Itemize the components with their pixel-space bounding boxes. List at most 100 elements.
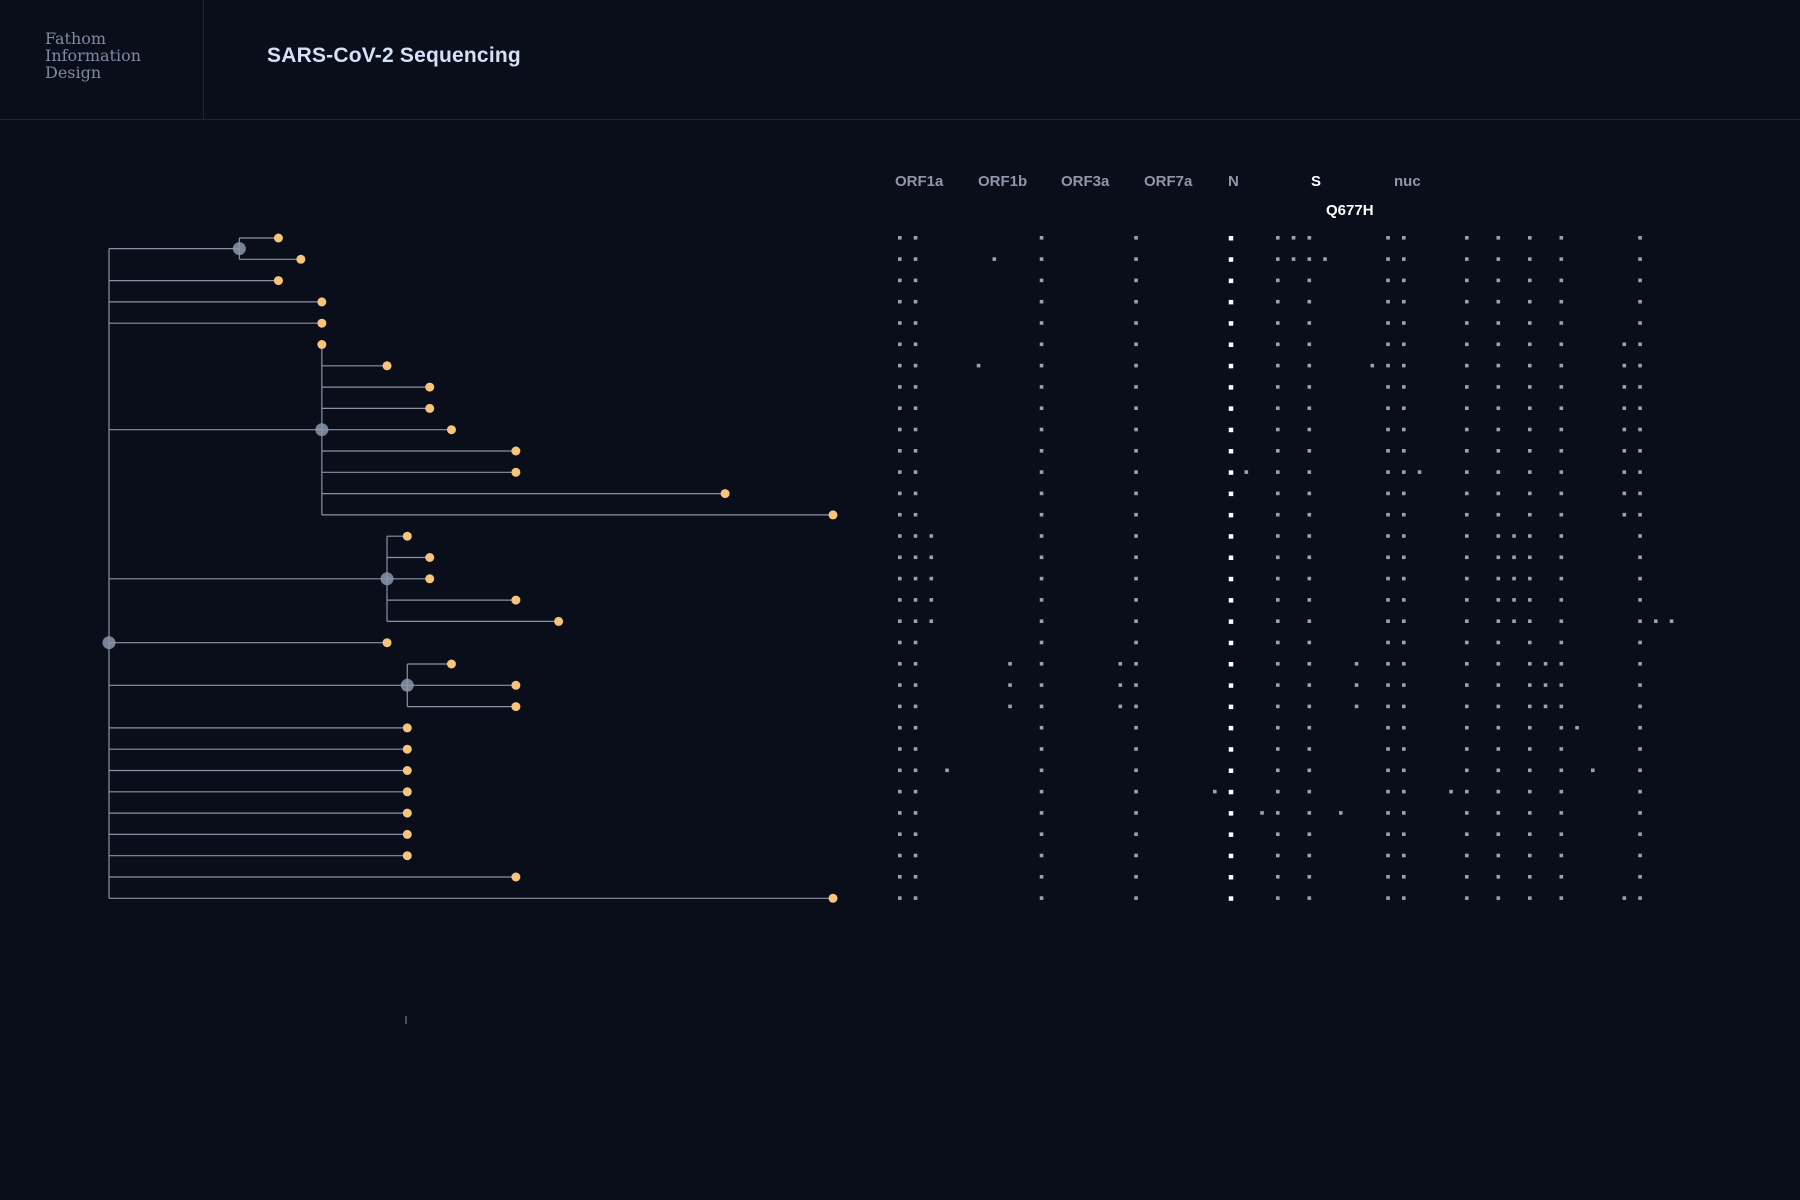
mutation-dot[interactable] — [929, 576, 934, 581]
mutation-dot[interactable] — [1496, 725, 1501, 730]
mutation-dot[interactable] — [1465, 406, 1469, 410]
mutation-dot[interactable] — [1039, 683, 1044, 687]
mutation-dot[interactable] — [1276, 236, 1280, 240]
mutation-dot[interactable] — [1512, 598, 1516, 602]
mutation-dot[interactable] — [913, 385, 918, 389]
mutation-dot[interactable] — [913, 321, 918, 325]
mutation-dot[interactable] — [1386, 725, 1390, 730]
mutation-dot[interactable] — [1528, 257, 1532, 261]
gene-label-nuc[interactable]: nuc — [1394, 173, 1421, 190]
mutation-dot[interactable] — [1307, 406, 1312, 410]
mutation-dot[interactable] — [898, 832, 902, 836]
mutation-dot[interactable] — [1496, 470, 1501, 474]
mutation-dot[interactable] — [1638, 385, 1642, 389]
mutation-dot[interactable] — [1276, 385, 1280, 389]
mutation-dot[interactable] — [898, 853, 902, 858]
mutation-dot[interactable] — [1386, 278, 1390, 283]
leaf-node[interactable] — [402, 829, 412, 839]
leaf-node[interactable] — [402, 808, 412, 818]
mutation-dot[interactable] — [1354, 704, 1359, 709]
mutation-dot[interactable] — [1528, 619, 1532, 623]
mutation-dot[interactable] — [898, 257, 902, 261]
mutation-dot[interactable] — [1276, 427, 1280, 432]
highlighted-mutation-dot[interactable] — [1228, 257, 1234, 262]
mutation-dot[interactable] — [1528, 704, 1532, 709]
mutation-dot[interactable] — [898, 811, 902, 815]
mutation-dot[interactable] — [1528, 853, 1532, 858]
mutation-dot[interactable] — [898, 768, 902, 773]
mutation-dot[interactable] — [1307, 321, 1312, 325]
mutation-dot[interactable] — [1307, 789, 1312, 794]
highlighted-mutation-dot[interactable] — [1228, 789, 1234, 795]
leaf-node[interactable] — [402, 787, 412, 797]
mutation-dot[interactable] — [1307, 811, 1312, 815]
highlighted-mutation-dot[interactable] — [1228, 512, 1234, 518]
mutation-dot[interactable] — [1496, 640, 1501, 645]
mutation-dot[interactable] — [1528, 299, 1532, 304]
gene-label-s[interactable]: S — [1311, 173, 1321, 190]
mutation-dot[interactable] — [1386, 576, 1390, 581]
mutation-dot[interactable] — [1465, 896, 1469, 900]
leaf-node[interactable] — [425, 574, 435, 584]
mutation-dot[interactable] — [1638, 321, 1642, 325]
mutation-dot[interactable] — [1118, 683, 1123, 687]
mutation-dot[interactable] — [913, 299, 918, 304]
mutation-dot[interactable] — [1118, 662, 1123, 666]
mutation-dot[interactable] — [1307, 491, 1312, 496]
mutation-dot[interactable] — [1134, 789, 1138, 794]
mutation-dot[interactable] — [1638, 470, 1642, 474]
mutation-dot[interactable] — [1402, 491, 1406, 496]
mutation-dot[interactable] — [1402, 725, 1406, 730]
mutation-dot[interactable] — [1276, 683, 1280, 687]
internal-node[interactable] — [315, 423, 329, 437]
mutation-dot[interactable] — [1496, 278, 1501, 283]
mutation-dot[interactable] — [1134, 768, 1138, 773]
leaf-node[interactable] — [511, 446, 521, 456]
mutation-dot[interactable] — [1276, 406, 1280, 410]
leaf-node[interactable] — [425, 403, 435, 413]
mutation-dot[interactable] — [898, 427, 902, 432]
mutation-dot[interactable] — [1559, 875, 1564, 879]
mutation-dot[interactable] — [1559, 512, 1564, 517]
mutation-dot[interactable] — [1276, 321, 1280, 325]
gene-label-orf1a[interactable]: ORF1a — [895, 173, 944, 190]
mutation-dot[interactable] — [1465, 811, 1469, 815]
mutation-dot[interactable] — [1496, 662, 1501, 666]
mutation-dot[interactable] — [1559, 257, 1564, 261]
mutation-dot[interactable] — [1276, 449, 1280, 453]
mutation-dot[interactable] — [1354, 683, 1359, 687]
mutation-dot[interactable] — [1559, 470, 1564, 474]
mutation-dot[interactable] — [913, 768, 918, 773]
mutation-dot[interactable] — [913, 491, 918, 496]
mutation-dot[interactable] — [1244, 470, 1249, 474]
mutation-dot[interactable] — [1402, 747, 1406, 751]
mutation-dot[interactable] — [1307, 662, 1312, 666]
mutation-dot[interactable] — [913, 683, 918, 687]
mutation-dot[interactable] — [1559, 640, 1564, 645]
mutation-dot[interactable] — [1118, 704, 1123, 709]
mutation-dot[interactable] — [1528, 875, 1532, 879]
mutation-dot[interactable] — [1402, 576, 1406, 581]
mutation-dot[interactable] — [1638, 768, 1642, 773]
mutation-dot[interactable] — [1134, 640, 1138, 645]
mutation-dot[interactable] — [1134, 512, 1138, 517]
mutation-dot[interactable] — [1386, 385, 1390, 389]
mutation-dot[interactable] — [898, 704, 902, 709]
mutation-dot[interactable] — [1307, 853, 1312, 858]
mutation-dot[interactable] — [1496, 321, 1501, 325]
mutation-dot[interactable] — [1276, 299, 1280, 304]
leaf-node[interactable] — [425, 553, 435, 562]
mutation-dot[interactable] — [1496, 811, 1501, 815]
mutation-dot[interactable] — [1465, 683, 1469, 687]
mutation-dot[interactable] — [1307, 683, 1312, 687]
mutation-dot[interactable] — [1622, 342, 1627, 347]
mutation-dot[interactable] — [1307, 449, 1312, 453]
mutation-dot[interactable] — [1134, 875, 1138, 879]
mutation-dot[interactable] — [1559, 236, 1564, 240]
mutation-dot[interactable] — [1134, 598, 1138, 602]
gene-label-orf1b[interactable]: ORF1b — [978, 173, 1027, 190]
mutation-dot[interactable] — [1496, 427, 1501, 432]
mutation-dot[interactable] — [913, 832, 918, 836]
mutation-dot[interactable] — [1307, 619, 1312, 623]
mutation-dot[interactable] — [1307, 427, 1312, 432]
